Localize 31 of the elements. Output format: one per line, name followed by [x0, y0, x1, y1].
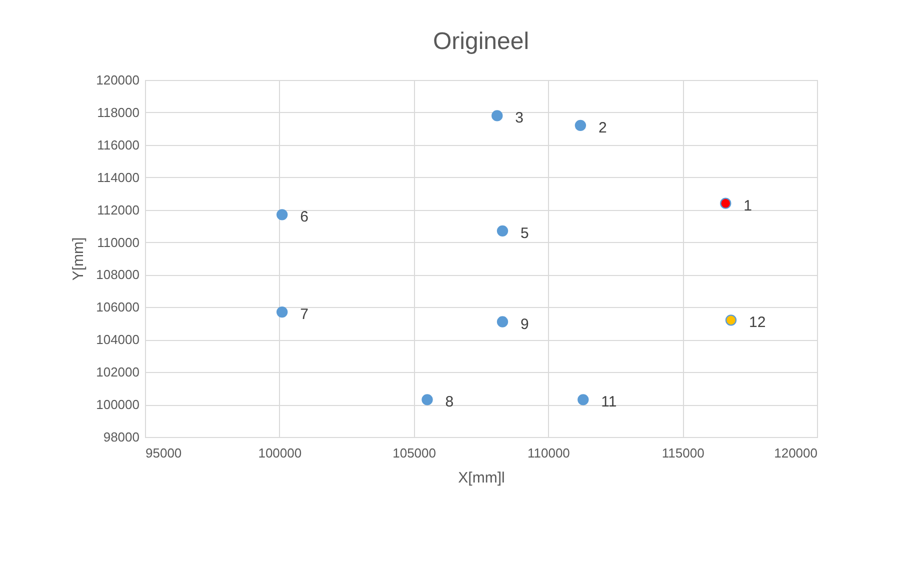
- y-tick-label: 102000: [96, 364, 140, 380]
- x-tick-label: 120000: [774, 446, 818, 460]
- y-tick-label: 98000: [103, 430, 140, 444]
- y-tick-label: 118000: [97, 104, 140, 120]
- x-tick-label: 115000: [662, 446, 704, 460]
- annotation: 6: [300, 208, 308, 226]
- y-tick-label: 112000: [97, 202, 140, 218]
- y-tick-label: 108000: [96, 267, 140, 282]
- annotation: 5: [520, 224, 529, 242]
- annotation: 9: [520, 316, 529, 333]
- chart-title: Origineel: [432, 28, 530, 55]
- x-axis-title: X[mm]l: [458, 470, 505, 486]
- y-tick-label: 106000: [96, 300, 140, 315]
- y-axis-title: Y[mm]: [70, 237, 88, 281]
- x-tick-label: 110000: [527, 446, 570, 460]
- annotation: 3: [515, 110, 524, 127]
- annotation: 7: [300, 306, 308, 324]
- annotation: 8: [445, 394, 454, 411]
- annotation: 11: [601, 394, 617, 411]
- annotation: 1: [744, 197, 752, 214]
- y-tick-label: 114000: [97, 170, 140, 185]
- annotation: 12: [748, 314, 766, 332]
- x-tick-label: 100000: [258, 446, 302, 460]
- y-tick-label: 110000: [97, 234, 140, 250]
- y-tick-label: 120000: [96, 72, 140, 88]
- annotation: 2: [598, 119, 607, 136]
- x-tick-label: 95000: [146, 446, 182, 460]
- y-tick-label: 116000: [97, 137, 140, 152]
- y-tick-label: 100000: [96, 397, 140, 412]
- x-tick-label: 105000: [392, 446, 436, 460]
- y-tick-label: 104000: [96, 332, 140, 348]
